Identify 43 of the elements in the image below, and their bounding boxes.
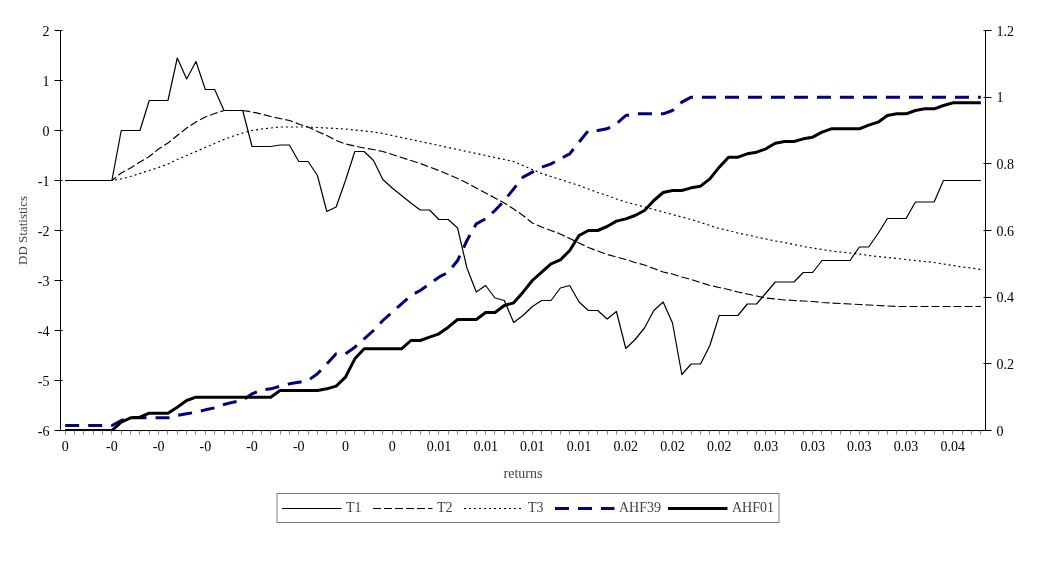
x-tick-label: 0.03 (847, 438, 872, 454)
y-axis-title: DD Statistics (14, 196, 30, 265)
y-tick-label: -5 (37, 373, 50, 389)
y2-tick-label: 1 (996, 90, 1004, 106)
y-tick-label: -2 (37, 223, 50, 239)
x-tick-label: 0.04 (940, 438, 966, 454)
x-tick-label: 0.03 (753, 438, 779, 454)
legend-label: AHF39 (618, 500, 661, 516)
y-tick-label: -1 (37, 173, 50, 189)
x-tick-label: 0.01 (566, 438, 592, 454)
y2-tick-label: 0 (996, 423, 1004, 439)
x-tick-label: -0 (106, 438, 118, 454)
legend-label: AHF01 (732, 500, 775, 516)
y-tick-label: 1 (42, 73, 50, 89)
x-tick-label: 0.01 (520, 438, 545, 454)
y2-tick-label: 0.2 (996, 356, 1014, 372)
y-tick-label: -3 (37, 273, 50, 289)
x-tick-label: -0 (292, 438, 305, 454)
x-tick-label: -0 (152, 438, 165, 454)
x-tick-label: 0.01 (426, 438, 452, 454)
x-tick-label: 0.03 (893, 438, 919, 454)
x-tick-label: 0 (388, 438, 396, 454)
x-tick-label: 0.01 (473, 438, 498, 454)
legend-label: T3 (527, 500, 545, 516)
x-tick-label: 0 (341, 438, 349, 454)
x-tick-label: 0.02 (613, 438, 639, 454)
y-tick-label: 0 (42, 123, 50, 139)
x-tick-label: -0 (199, 438, 212, 454)
y2-tick-label: 0.8 (996, 156, 1014, 172)
x-tick-label: -0 (246, 438, 258, 454)
y2-tick-label: 1.2 (996, 23, 1014, 39)
x-tick-label: 0.03 (800, 438, 825, 454)
legend-label: T1 (345, 500, 363, 516)
x-tick-label: 0.02 (660, 438, 685, 454)
y-tick-label: -6 (37, 423, 50, 439)
y2-tick-label: 0.4 (996, 290, 1014, 306)
y-tick-label: -4 (37, 323, 50, 339)
y2-tick-label: 0.6 (996, 223, 1014, 239)
y-tick-label: 2 (42, 23, 50, 39)
legend-label: T2 (436, 500, 454, 516)
x-axis-title: returns (503, 465, 543, 481)
x-tick-label: 0.02 (706, 438, 732, 454)
x-tick-label: 0 (61, 438, 69, 454)
